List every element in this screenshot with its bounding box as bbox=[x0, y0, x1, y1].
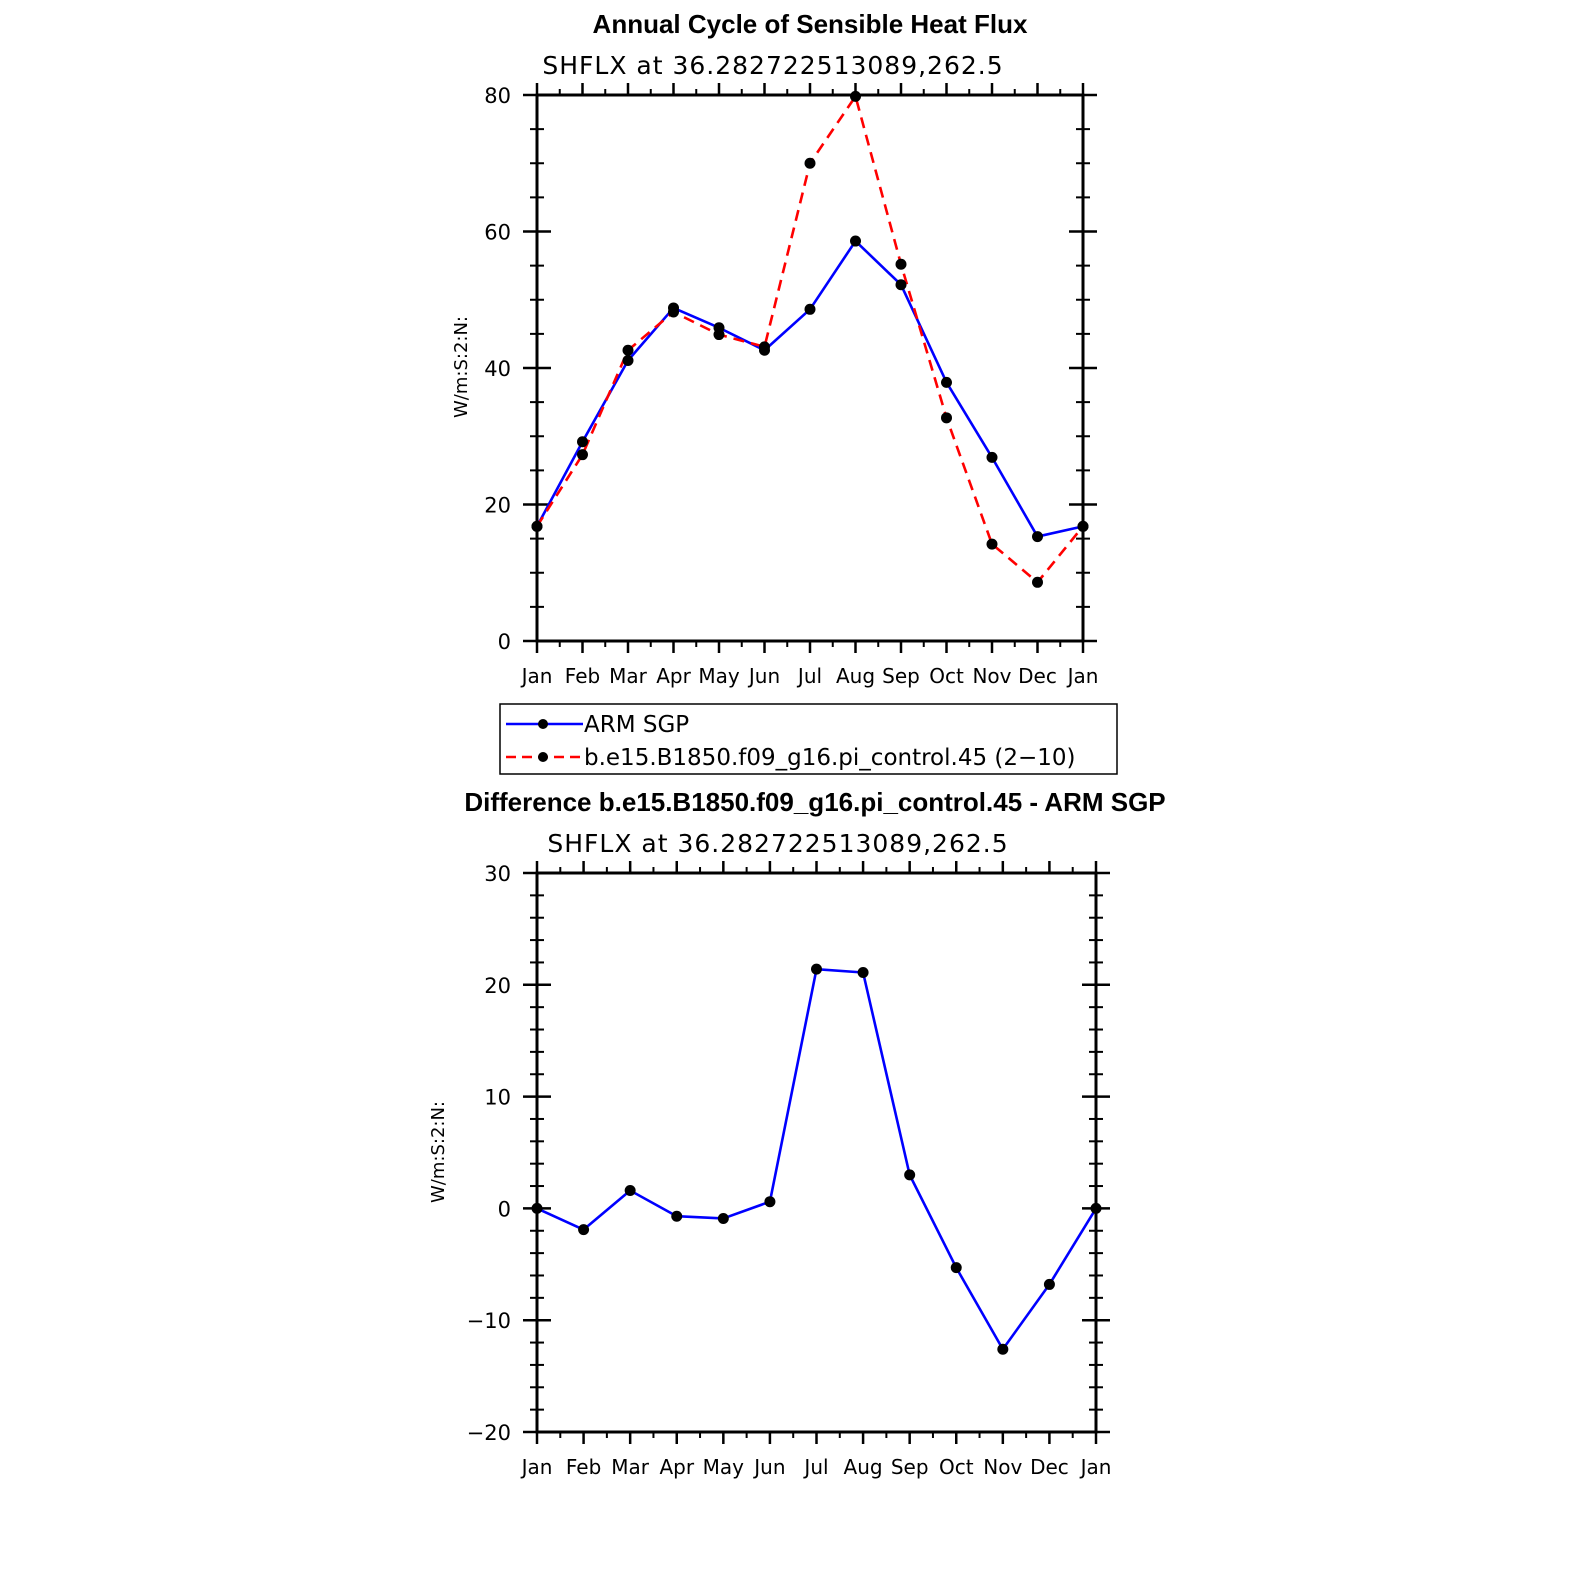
y-tick-label: 0 bbox=[498, 630, 511, 654]
x-tick-label: Mar bbox=[611, 1455, 650, 1479]
data-point-1-10 bbox=[986, 538, 998, 550]
data-point-0-8 bbox=[904, 1169, 916, 1181]
x-tick-label: Jul bbox=[796, 664, 822, 688]
y-axis-label: W/m:S:2:N: bbox=[451, 316, 472, 418]
x-tick-label: Aug bbox=[836, 664, 875, 688]
x-tick-label: Jun bbox=[752, 1455, 785, 1479]
y-axis-label: W/m:S:2:N: bbox=[428, 1101, 449, 1203]
data-point-1-8 bbox=[895, 258, 907, 270]
data-point-1-6 bbox=[804, 157, 816, 169]
data-point-0-7 bbox=[857, 967, 869, 979]
data-point-0-9 bbox=[950, 1262, 962, 1274]
x-tick-label: Jun bbox=[747, 664, 780, 688]
data-point-1-9 bbox=[941, 412, 952, 424]
x-tick-label: Feb bbox=[565, 664, 600, 688]
data-point-1-2 bbox=[622, 344, 634, 356]
axes: Jan Feb Mar Apr May Jun Jul Aug Sep Oct Nov Dec Jan 0… bbox=[484, 83, 1098, 688]
data-point-1-11 bbox=[1032, 576, 1043, 588]
x-tick-label: Apr bbox=[659, 1455, 694, 1479]
legend-box bbox=[499, 703, 1118, 775]
data-point-0-4 bbox=[717, 1212, 729, 1224]
data-point-1-4 bbox=[713, 329, 725, 341]
data-point-0-5 bbox=[764, 1196, 776, 1208]
plot-frame bbox=[535, 93, 1085, 643]
annual-cycle-chart: Annual Cycle of Sensible Heat Flux SHFLX… bbox=[451, 9, 1098, 688]
chart-subtitle: SHFLX at 36.282722513089,262.5 bbox=[542, 51, 1003, 80]
series-line-0 bbox=[536, 967, 1098, 1351]
plot-frame bbox=[535, 871, 1098, 1434]
legend: ARM SGP b.e15.B1850.f09_g16.pi_control.4… bbox=[499, 703, 1118, 775]
x-tick-label: Sep bbox=[891, 1455, 929, 1479]
x-tick-label: Nov bbox=[983, 1455, 1022, 1479]
data-point-0-9 bbox=[941, 376, 952, 388]
data-point-0-10 bbox=[986, 451, 998, 463]
chart-title: Annual Cycle of Sensible Heat Flux bbox=[593, 9, 1028, 39]
x-tick-label: Nov bbox=[972, 664, 1011, 688]
x-tick-label: May bbox=[698, 664, 740, 688]
x-tick-label: Dec bbox=[1030, 1455, 1069, 1479]
x-tick-label: Jan bbox=[520, 664, 553, 688]
legend-entry-model: b.e15.B1850.f09_g16.pi_control.45 (2−10) bbox=[584, 745, 1076, 771]
plot-series bbox=[531, 963, 1102, 1355]
x-tick-label: Mar bbox=[609, 664, 648, 688]
plot-series bbox=[531, 90, 1089, 588]
x-tick-label: Sep bbox=[882, 664, 920, 688]
y-tick-label: 40 bbox=[484, 357, 511, 381]
y-tick-label: 10 bbox=[484, 1086, 511, 1110]
data-point-0-3 bbox=[671, 1210, 683, 1222]
data-point-0-8 bbox=[895, 279, 907, 291]
legend-marker-model bbox=[538, 752, 548, 762]
difference-chart: Difference b.e15.B1850.f09_g16.pi_contro… bbox=[428, 787, 1166, 1479]
data-point-0-10 bbox=[997, 1343, 1009, 1355]
y-tick-label: 80 bbox=[484, 84, 511, 108]
data-point-0-6 bbox=[804, 303, 816, 315]
y-tick-label: −10 bbox=[467, 1309, 511, 1333]
x-tick-label: May bbox=[703, 1455, 745, 1479]
data-point-0-7 bbox=[850, 235, 861, 247]
x-tick-label: Jan bbox=[1079, 1455, 1112, 1479]
y-tick-label: 30 bbox=[484, 862, 511, 886]
y-tick-label: 0 bbox=[498, 1197, 511, 1221]
data-point-0-11 bbox=[1043, 1278, 1055, 1290]
data-point-1-5 bbox=[759, 341, 770, 353]
y-tick-label: 20 bbox=[484, 974, 511, 998]
data-point-0-1 bbox=[577, 436, 588, 448]
data-point-0-1 bbox=[578, 1224, 590, 1236]
data-point-0-2 bbox=[622, 354, 634, 366]
series-line-0 bbox=[535, 239, 1084, 538]
data-point-1-3 bbox=[668, 306, 679, 318]
series-line-1 bbox=[535, 95, 1085, 584]
axes: Jan Feb Mar Apr May Jun Jul Aug Sep Oct Nov Dec Jan−… bbox=[467, 861, 1112, 1479]
x-tick-label: Dec bbox=[1018, 664, 1057, 688]
chart-subtitle: SHFLX at 36.282722513089,262.5 bbox=[547, 829, 1008, 858]
x-tick-label: Jan bbox=[1066, 664, 1099, 688]
data-point-0-2 bbox=[624, 1185, 636, 1197]
x-tick-label: Feb bbox=[566, 1455, 601, 1479]
x-tick-label: Oct bbox=[929, 664, 964, 688]
x-tick-label: Jan bbox=[520, 1455, 553, 1479]
data-point-0-11 bbox=[1032, 531, 1043, 543]
data-point-1-1 bbox=[577, 449, 588, 461]
x-tick-label: Aug bbox=[844, 1455, 883, 1479]
x-tick-label: Apr bbox=[656, 664, 691, 688]
legend-entry-arm-sgp: ARM SGP bbox=[584, 712, 689, 738]
y-tick-label: −20 bbox=[467, 1421, 511, 1445]
x-tick-label: Oct bbox=[939, 1455, 974, 1479]
chart-title: Difference b.e15.B1850.f09_g16.pi_contro… bbox=[464, 787, 1165, 817]
data-point-0-6 bbox=[811, 963, 822, 975]
y-tick-label: 20 bbox=[484, 494, 511, 518]
y-tick-label: 60 bbox=[484, 221, 511, 245]
legend-marker-arm-sgp bbox=[538, 719, 548, 729]
x-tick-label: Jul bbox=[802, 1455, 828, 1479]
